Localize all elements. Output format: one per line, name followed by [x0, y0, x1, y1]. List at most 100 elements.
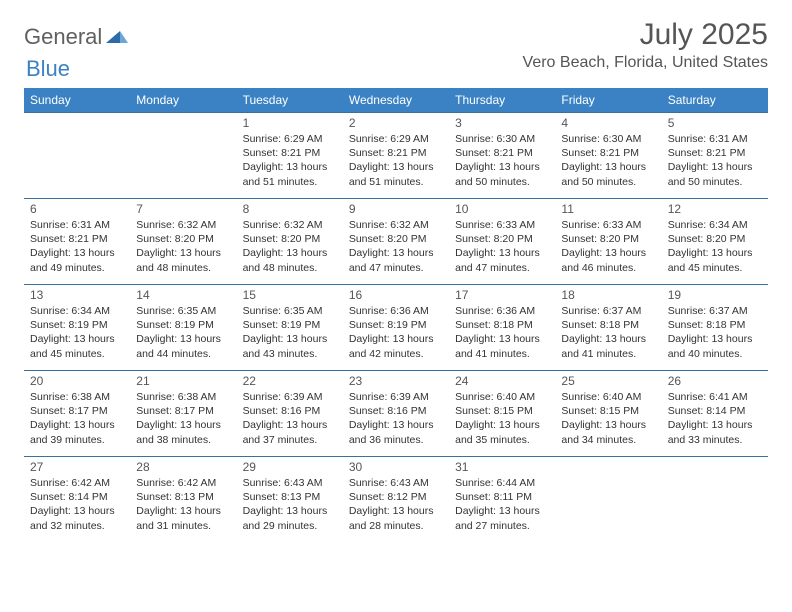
calendar-day: 23 Sunrise: 6:39 AMSunset: 8:16 PMDayligh… [343, 371, 449, 457]
day-number: 18 [561, 288, 655, 302]
day-number: 1 [243, 116, 337, 130]
day-info: Sunrise: 6:29 AMSunset: 8:21 PMDaylight:… [349, 132, 443, 189]
day-number: 24 [455, 374, 549, 388]
day-number: 12 [668, 202, 762, 216]
day-number: 21 [136, 374, 230, 388]
calendar-day: 9 Sunrise: 6:32 AMSunset: 8:20 PMDaylight… [343, 199, 449, 285]
day-info: Sunrise: 6:41 AMSunset: 8:14 PMDaylight:… [668, 390, 762, 447]
calendar-day: 10 Sunrise: 6:33 AMSunset: 8:20 PMDayligh… [449, 199, 555, 285]
day-info: Sunrise: 6:36 AMSunset: 8:19 PMDaylight:… [349, 304, 443, 361]
day-info: Sunrise: 6:40 AMSunset: 8:15 PMDaylight:… [455, 390, 549, 447]
day-number: 14 [136, 288, 230, 302]
day-number: 31 [455, 460, 549, 474]
weekday-header: Thursday [449, 88, 555, 113]
calendar-day: 20 Sunrise: 6:38 AMSunset: 8:17 PMDayligh… [24, 371, 130, 457]
location: Vero Beach, Florida, United States [523, 54, 768, 72]
day-number: 2 [349, 116, 443, 130]
day-info: Sunrise: 6:33 AMSunset: 8:20 PMDaylight:… [455, 218, 549, 275]
calendar-day: 29 Sunrise: 6:43 AMSunset: 8:13 PMDayligh… [237, 457, 343, 543]
calendar-day: 6 Sunrise: 6:31 AMSunset: 8:21 PMDaylight… [24, 199, 130, 285]
calendar-empty [662, 457, 768, 543]
day-info: Sunrise: 6:30 AMSunset: 8:21 PMDaylight:… [455, 132, 549, 189]
calendar-day: 24 Sunrise: 6:40 AMSunset: 8:15 PMDayligh… [449, 371, 555, 457]
weekday-header: Wednesday [343, 88, 449, 113]
day-info: Sunrise: 6:40 AMSunset: 8:15 PMDaylight:… [561, 390, 655, 447]
calendar-day: 15 Sunrise: 6:35 AMSunset: 8:19 PMDayligh… [237, 285, 343, 371]
day-info: Sunrise: 6:42 AMSunset: 8:13 PMDaylight:… [136, 476, 230, 533]
calendar-day: 25Sunrise: 6:40 AMSunset: 8:15 PMDayligh… [555, 371, 661, 457]
day-number: 5 [668, 116, 762, 130]
day-info: Sunrise: 6:31 AMSunset: 8:21 PMDaylight:… [30, 218, 124, 275]
day-number: 29 [243, 460, 337, 474]
day-info: Sunrise: 6:38 AMSunset: 8:17 PMDaylight:… [30, 390, 124, 447]
day-number: 4 [561, 116, 655, 130]
day-number: 23 [349, 374, 443, 388]
day-info: Sunrise: 6:39 AMSunset: 8:16 PMDaylight:… [349, 390, 443, 447]
day-number: 11 [561, 202, 655, 216]
day-info: Sunrise: 6:43 AMSunset: 8:12 PMDaylight:… [349, 476, 443, 533]
weekday-header: Monday [130, 88, 236, 113]
day-info: Sunrise: 6:42 AMSunset: 8:14 PMDaylight:… [30, 476, 124, 533]
calendar-day: 12 Sunrise: 6:34 AMSunset: 8:20 PMDayligh… [662, 199, 768, 285]
calendar-day: 21 Sunrise: 6:38 AMSunset: 8:17 PMDayligh… [130, 371, 236, 457]
day-number: 16 [349, 288, 443, 302]
day-info: Sunrise: 6:32 AMSunset: 8:20 PMDaylight:… [349, 218, 443, 275]
calendar-day: 3 Sunrise: 6:30 AMSunset: 8:21 PMDaylight… [449, 113, 555, 199]
day-info: Sunrise: 6:37 AMSunset: 8:18 PMDaylight:… [668, 304, 762, 361]
day-number: 26 [668, 374, 762, 388]
title-block: July 2025 Vero Beach, Florida, United St… [523, 18, 768, 72]
day-number: 15 [243, 288, 337, 302]
calendar-empty [24, 113, 130, 199]
day-info: Sunrise: 6:43 AMSunset: 8:13 PMDaylight:… [243, 476, 337, 533]
day-info: Sunrise: 6:38 AMSunset: 8:17 PMDaylight:… [136, 390, 230, 447]
calendar-day: 27Sunrise: 6:42 AMSunset: 8:14 PMDayligh… [24, 457, 130, 543]
calendar-day: 28 Sunrise: 6:42 AMSunset: 8:13 PMDayligh… [130, 457, 236, 543]
day-info: Sunrise: 6:29 AMSunset: 8:21 PMDaylight:… [243, 132, 337, 189]
day-info: Sunrise: 6:44 AMSunset: 8:11 PMDaylight:… [455, 476, 549, 533]
day-info: Sunrise: 6:31 AMSunset: 8:21 PMDaylight:… [668, 132, 762, 189]
calendar-empty [130, 113, 236, 199]
calendar-empty [555, 457, 661, 543]
day-number: 3 [455, 116, 549, 130]
brand-part2: Blue [26, 56, 70, 82]
day-number: 28 [136, 460, 230, 474]
day-info: Sunrise: 6:36 AMSunset: 8:18 PMDaylight:… [455, 304, 549, 361]
day-number: 20 [30, 374, 124, 388]
day-number: 6 [30, 202, 124, 216]
day-info: Sunrise: 6:39 AMSunset: 8:16 PMDaylight:… [243, 390, 337, 447]
day-info: Sunrise: 6:32 AMSunset: 8:20 PMDaylight:… [136, 218, 230, 275]
day-info: Sunrise: 6:37 AMSunset: 8:18 PMDaylight:… [561, 304, 655, 361]
day-info: Sunrise: 6:35 AMSunset: 8:19 PMDaylight:… [243, 304, 337, 361]
day-info: Sunrise: 6:35 AMSunset: 8:19 PMDaylight:… [136, 304, 230, 361]
weekday-header: Saturday [662, 88, 768, 113]
calendar-head: SundayMondayTuesdayWednesdayThursdayFrid… [24, 88, 768, 113]
calendar-day: 7 Sunrise: 6:32 AMSunset: 8:20 PMDaylight… [130, 199, 236, 285]
month-title: July 2025 [523, 18, 768, 52]
calendar-day: 4Sunrise: 6:30 AMSunset: 8:21 PMDaylight… [555, 113, 661, 199]
calendar-day: 1 Sunrise: 6:29 AMSunset: 8:21 PMDaylight… [237, 113, 343, 199]
calendar-day: 5 Sunrise: 6:31 AMSunset: 8:21 PMDaylight… [662, 113, 768, 199]
calendar-day: 8Sunrise: 6:32 AMSunset: 8:20 PMDaylight… [237, 199, 343, 285]
calendar-day: 11 Sunrise: 6:33 AMSunset: 8:20 PMDayligh… [555, 199, 661, 285]
calendar-day: 31 Sunrise: 6:44 AMSunset: 8:11 PMDayligh… [449, 457, 555, 543]
brand-part1: General [24, 24, 102, 50]
day-number: 30 [349, 460, 443, 474]
day-number: 9 [349, 202, 443, 216]
day-number: 13 [30, 288, 124, 302]
day-info: Sunrise: 6:33 AMSunset: 8:20 PMDaylight:… [561, 218, 655, 275]
day-number: 10 [455, 202, 549, 216]
day-number: 17 [455, 288, 549, 302]
calendar-day: 17 Sunrise: 6:36 AMSunset: 8:18 PMDayligh… [449, 285, 555, 371]
brand-mark-icon [106, 27, 128, 48]
day-number: 8 [243, 202, 337, 216]
calendar-day: 2 Sunrise: 6:29 AMSunset: 8:21 PMDaylight… [343, 113, 449, 199]
brand-logo: General [24, 18, 130, 50]
calendar-table: SundayMondayTuesdayWednesdayThursdayFrid… [24, 88, 768, 543]
day-info: Sunrise: 6:34 AMSunset: 8:19 PMDaylight:… [30, 304, 124, 361]
day-number: 19 [668, 288, 762, 302]
calendar-body: 1 Sunrise: 6:29 AMSunset: 8:21 PMDaylight… [24, 113, 768, 543]
day-number: 7 [136, 202, 230, 216]
day-info: Sunrise: 6:34 AMSunset: 8:20 PMDaylight:… [668, 218, 762, 275]
weekday-header: Sunday [24, 88, 130, 113]
calendar-day: 14 Sunrise: 6:35 AMSunset: 8:19 PMDayligh… [130, 285, 236, 371]
